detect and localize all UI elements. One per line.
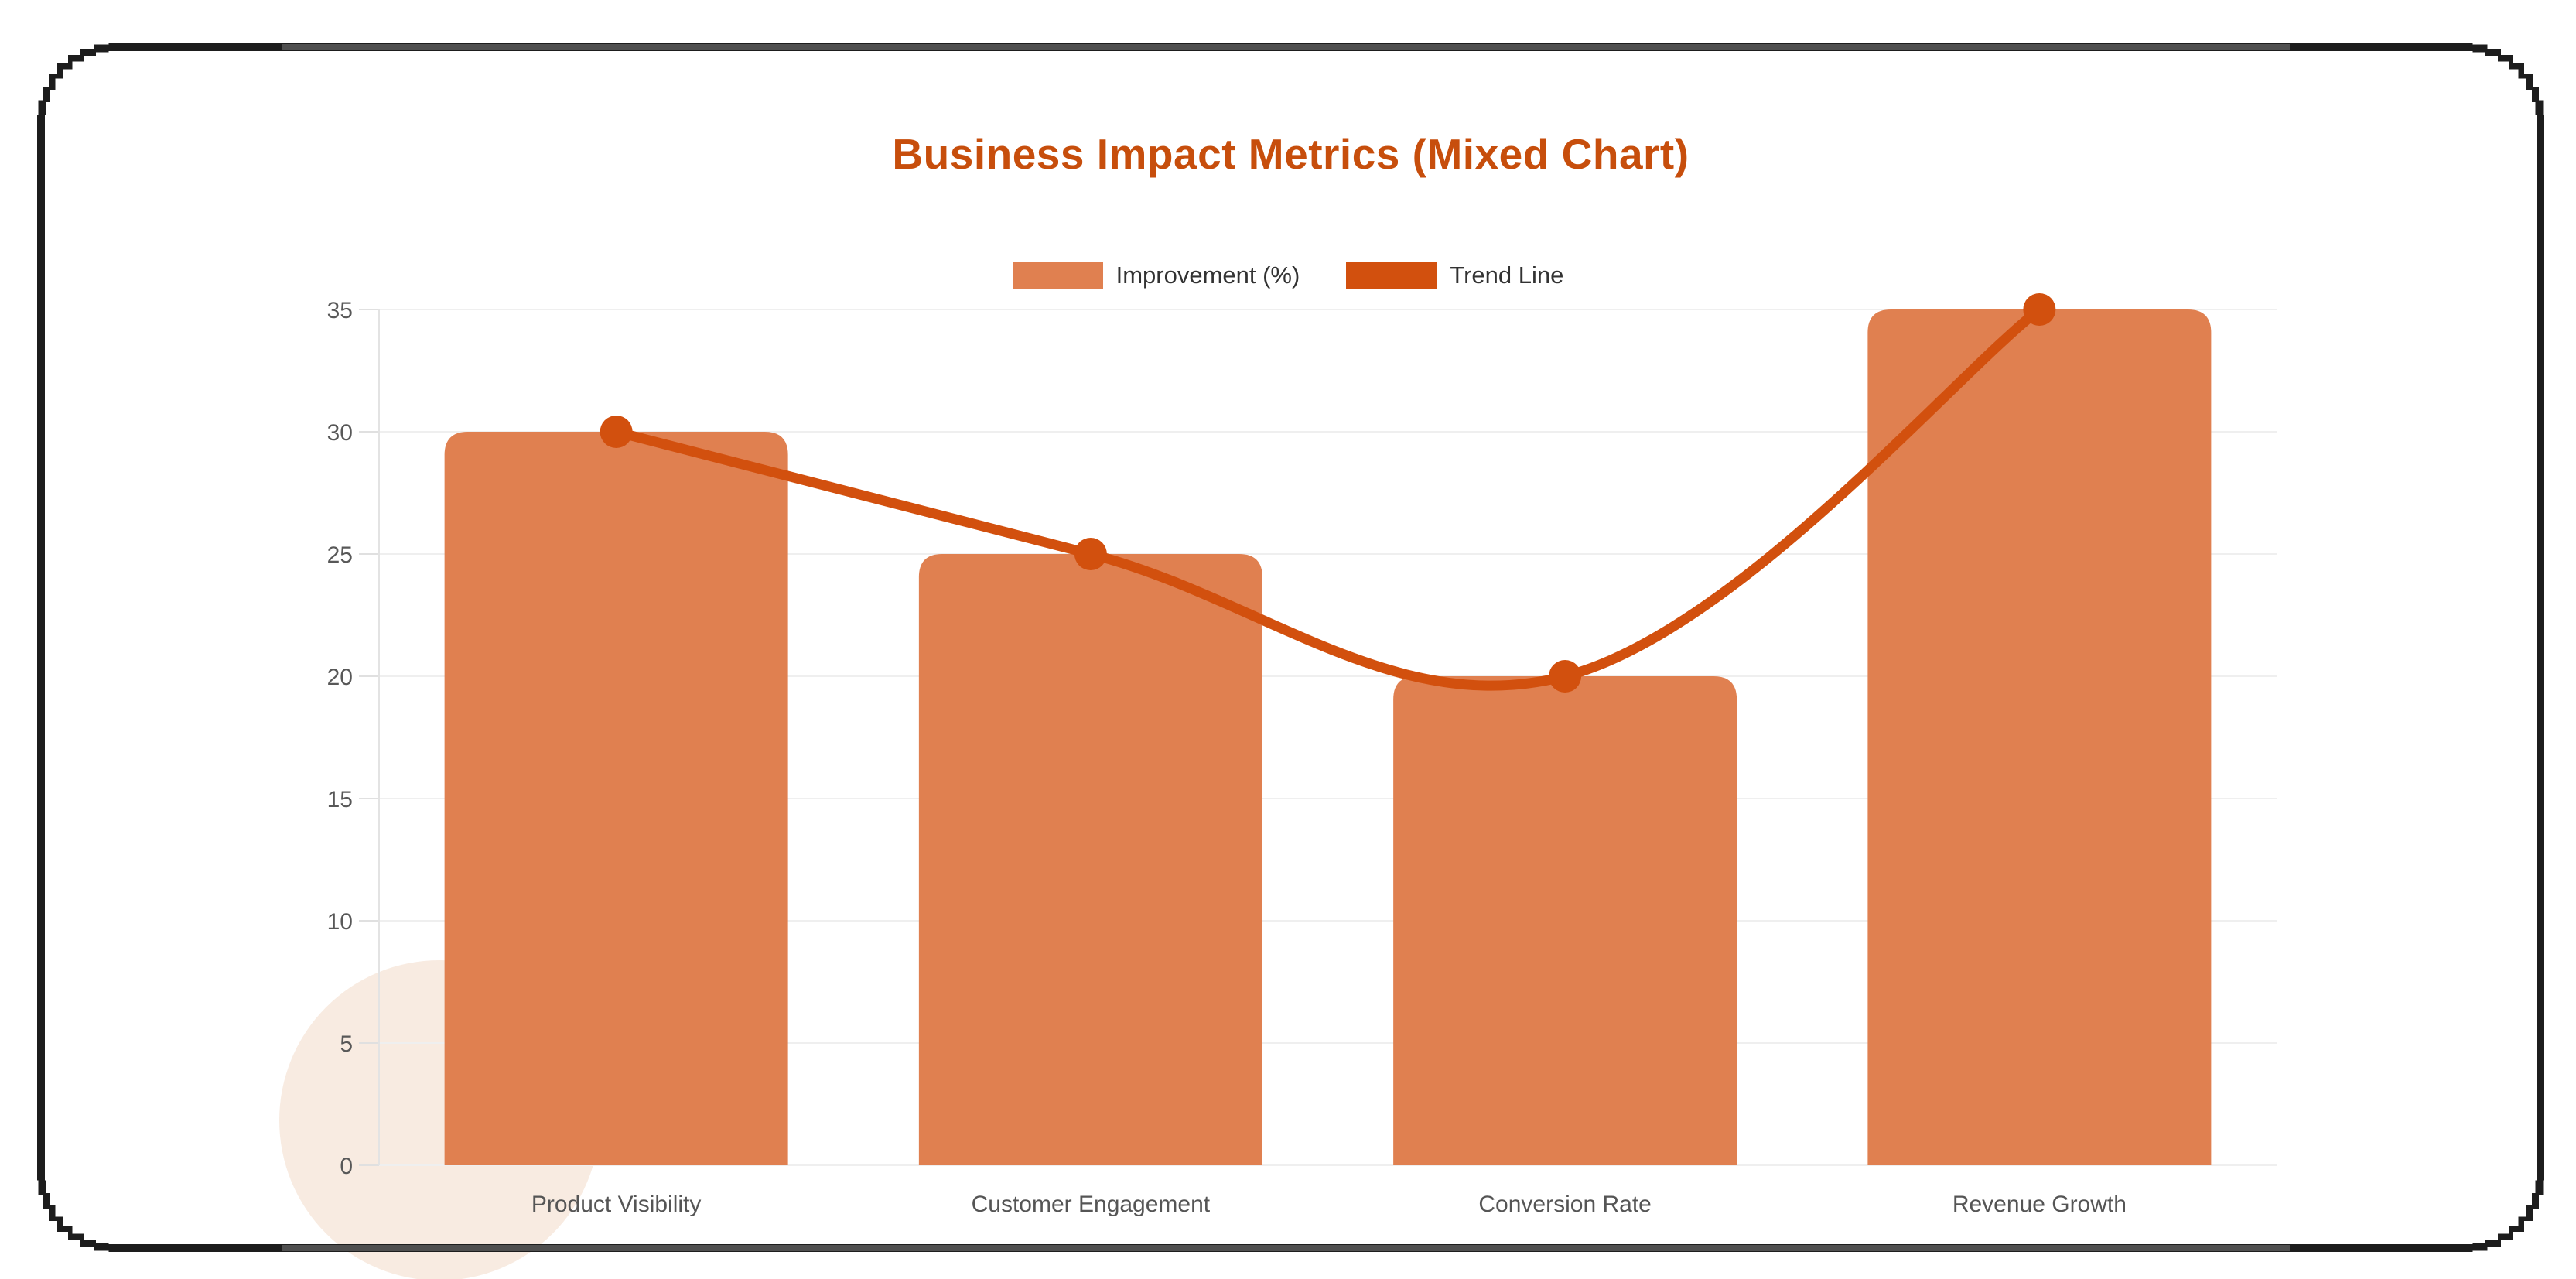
y-tick-label: 25 bbox=[327, 542, 353, 568]
bar-1[interactable] bbox=[444, 432, 788, 1165]
y-tick-label: 5 bbox=[340, 1031, 353, 1057]
x-category-label: Product Visibility bbox=[531, 1192, 702, 1217]
x-category-label: Customer Engagement bbox=[972, 1192, 1211, 1217]
bar-2[interactable] bbox=[918, 554, 1262, 1165]
y-tick-label: 30 bbox=[327, 420, 353, 446]
trend-point-4[interactable] bbox=[2023, 293, 2056, 326]
chart-title: Business Impact Metrics (Mixed Chart) bbox=[892, 130, 1689, 178]
y-tick-label: 0 bbox=[340, 1154, 353, 1179]
trend-line-path[interactable] bbox=[611, 304, 2045, 691]
trend-point-1[interactable] bbox=[600, 416, 633, 448]
legend-label-improvement: Improvement (%) bbox=[1115, 262, 1300, 289]
x-category-label: Revenue Growth bbox=[1952, 1192, 2127, 1217]
trend-point-3[interactable] bbox=[1549, 660, 1582, 693]
y-tick-label: 15 bbox=[327, 787, 353, 812]
x-category-label: Conversion Rate bbox=[1478, 1192, 1651, 1217]
trend-point-2[interactable] bbox=[1074, 538, 1107, 570]
y-tick-label: 35 bbox=[327, 298, 353, 323]
legend-label-trend-line: Trend Line bbox=[1450, 262, 1564, 289]
chart-legend: Improvement (%) Trend Line bbox=[0, 259, 2576, 292]
y-tick-label: 20 bbox=[327, 665, 353, 690]
bar-4[interactable] bbox=[1867, 309, 2212, 1165]
bar-3[interactable] bbox=[1393, 676, 1737, 1165]
y-tick-label: 10 bbox=[327, 909, 353, 935]
legend-swatch-trend-line-icon bbox=[1346, 262, 1437, 289]
legend-item-improvement[interactable]: Improvement (%) bbox=[1012, 262, 1300, 289]
legend-swatch-improvement-icon bbox=[1012, 262, 1103, 289]
legend-item-trend-line[interactable]: Trend Line bbox=[1346, 262, 1563, 289]
